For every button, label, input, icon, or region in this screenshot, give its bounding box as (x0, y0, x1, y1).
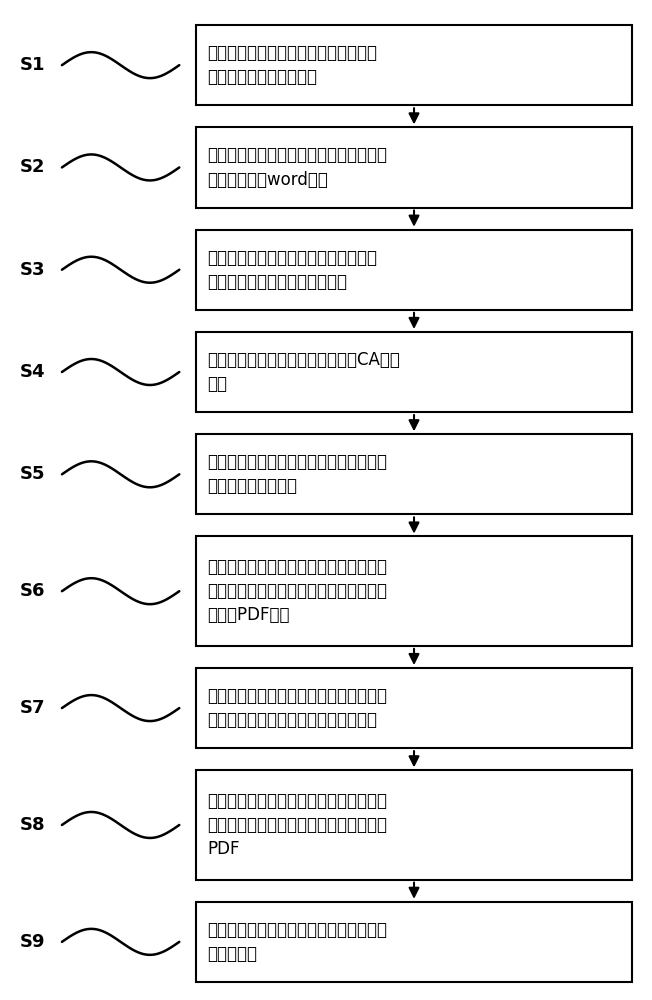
Text: 定制生成公证机构专属的办证和归档所必
须的文书模板word文件: 定制生成公证机构专属的办证和归档所必 须的文书模板word文件 (207, 146, 387, 189)
FancyBboxPatch shape (196, 668, 632, 748)
Text: S5: S5 (20, 465, 45, 483)
Text: S1: S1 (20, 56, 45, 74)
Text: S7: S7 (20, 699, 45, 717)
FancyBboxPatch shape (196, 770, 632, 880)
Text: 电子档案文件写入存档器中，并获得分布
式文件索引: 电子档案文件写入存档器中，并获得分布 式文件索引 (207, 921, 387, 963)
Text: 自动检测文件有无缺失，内容要素有无赋
值，所有需要签名文件有无一致的签名: 自动检测文件有无缺失，内容要素有无赋 值，所有需要签名文件有无一致的签名 (207, 687, 387, 729)
Text: S8: S8 (20, 816, 45, 834)
Text: 将办理公证事项需要采集的信息统一收
集、归纳到文书要素库中: 将办理公证事项需要采集的信息统一收 集、归纳到文书要素库中 (207, 44, 378, 86)
FancyBboxPatch shape (196, 127, 632, 208)
FancyBboxPatch shape (196, 332, 632, 412)
Text: 按照申办各类事项的必备材料和信息清
单，进行每一种材料的标签分类: 按照申办各类事项的必备材料和信息清 单，进行每一种材料的标签分类 (207, 249, 378, 291)
FancyBboxPatch shape (196, 902, 632, 982)
Text: S3: S3 (20, 261, 45, 279)
Text: 完成电子发票的开具、作废、冲红，并自
动形成电子发票存根: 完成电子发票的开具、作废、冲红，并自 动形成电子发票存根 (207, 453, 387, 495)
Text: S6: S6 (20, 582, 45, 600)
Text: S9: S9 (20, 933, 45, 951)
FancyBboxPatch shape (196, 536, 632, 646)
FancyBboxPatch shape (196, 25, 632, 105)
FancyBboxPatch shape (196, 230, 632, 310)
Text: 对所有需要签名、签章的文件进行CA数字
签名: 对所有需要签名、签章的文件进行CA数字 签名 (207, 351, 400, 393)
Text: S2: S2 (20, 158, 45, 176)
Text: S4: S4 (20, 363, 45, 381)
FancyBboxPatch shape (196, 434, 632, 514)
Text: 在给定的模板文件中，根据文书要素的字
段定义，用采集到的数据值进行装载，并
转换为PDF文件: 在给定的模板文件中，根据文书要素的字 段定义，用采集到的数据值进行装载，并 转换… (207, 558, 387, 624)
Text: 制作每一个目录标签对应的档案构件，并
将这些构件组装成为一个完整的归档文件
PDF: 制作每一个目录标签对应的档案构件，并 将这些构件组装成为一个完整的归档文件 PD… (207, 792, 387, 858)
